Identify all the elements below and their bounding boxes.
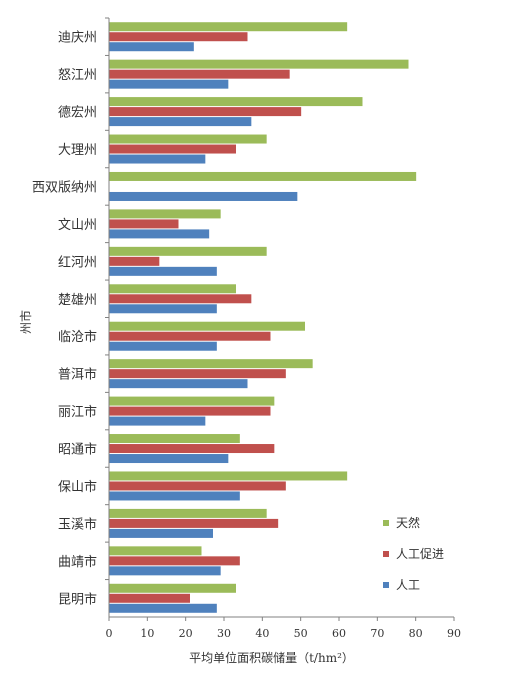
bar-natural bbox=[109, 508, 267, 518]
category-label: 西双版纳州 bbox=[32, 180, 97, 195]
x-tick-label: 40 bbox=[255, 627, 269, 640]
bar-assisted bbox=[109, 294, 252, 304]
bar-artificial bbox=[109, 117, 252, 127]
bar-artificial bbox=[109, 454, 229, 464]
bar-assisted bbox=[109, 107, 302, 117]
bar-assisted bbox=[109, 406, 271, 416]
x-tick-label: 90 bbox=[447, 627, 461, 640]
bar-natural bbox=[109, 171, 417, 181]
bar-natural bbox=[109, 396, 275, 406]
bar-artificial bbox=[109, 229, 210, 239]
category-label: 文山州 bbox=[58, 218, 97, 233]
bar-artificial bbox=[109, 566, 221, 576]
bar-natural bbox=[109, 134, 267, 144]
bar-artificial bbox=[109, 79, 229, 89]
bar-artificial bbox=[109, 603, 217, 613]
x-tick-label: 0 bbox=[106, 627, 113, 640]
bar-artificial bbox=[109, 528, 213, 538]
category-label: 德宏州 bbox=[58, 106, 97, 121]
bar-assisted bbox=[109, 444, 275, 454]
category-label: 丽江市 bbox=[58, 404, 97, 420]
category-label: 昭通市 bbox=[58, 442, 97, 458]
x-tick-label: 80 bbox=[409, 627, 423, 640]
legend-swatch bbox=[383, 520, 389, 526]
x-tick-label: 20 bbox=[179, 627, 193, 640]
bar-natural bbox=[109, 97, 363, 107]
bar-assisted bbox=[109, 144, 236, 154]
bar-assisted bbox=[109, 481, 286, 491]
category-label: 怒江州 bbox=[58, 68, 97, 83]
legend-swatch bbox=[383, 582, 389, 588]
bar-artificial bbox=[109, 304, 217, 314]
category-label: 楚雄州 bbox=[58, 293, 97, 308]
category-label: 曲靖市 bbox=[58, 554, 97, 570]
bar-assisted bbox=[109, 219, 179, 229]
bar-natural bbox=[109, 583, 236, 593]
bar-assisted bbox=[109, 256, 160, 266]
category-label: 玉溪市 bbox=[58, 516, 97, 532]
x-tick-label: 60 bbox=[332, 627, 346, 640]
legend-label: 人工 bbox=[396, 578, 420, 592]
x-axis-title: 平均单位面积碳储量（t/hm²） bbox=[189, 650, 354, 665]
category-label: 迪庆州 bbox=[58, 31, 97, 46]
legend-label: 人工促进 bbox=[396, 547, 444, 561]
bar-artificial bbox=[109, 491, 240, 501]
bars-layer bbox=[109, 22, 417, 613]
bar-artificial bbox=[109, 191, 298, 201]
legend-label: 天然 bbox=[396, 515, 420, 530]
bar-natural bbox=[109, 546, 202, 556]
x-tick-label: 50 bbox=[294, 627, 308, 640]
bar-assisted bbox=[109, 369, 286, 379]
y-axis-title: 州市 bbox=[18, 310, 33, 334]
category-labels: 迪庆州怒江州德宏州大理州西双版纳州文山州红河州楚雄州临沧市普洱市丽江市昭通市保山… bbox=[32, 17, 109, 607]
category-label: 临沧市 bbox=[58, 329, 97, 345]
bar-artificial bbox=[109, 42, 194, 52]
x-axis-ticks: 0 10 20 30 40 50 60 70 80 90 bbox=[106, 617, 461, 640]
bar-natural bbox=[109, 22, 348, 32]
x-tick-label: 30 bbox=[217, 627, 231, 640]
bar-assisted bbox=[109, 556, 240, 566]
bar-assisted bbox=[109, 518, 279, 528]
category-label: 保山市 bbox=[58, 479, 97, 495]
category-label: 昆明市 bbox=[58, 591, 97, 607]
bar-natural bbox=[109, 434, 240, 444]
bar-natural bbox=[109, 471, 348, 481]
bar-natural bbox=[109, 359, 313, 369]
legend-swatch bbox=[383, 551, 389, 557]
bar-artificial bbox=[109, 416, 206, 426]
bar-assisted bbox=[109, 593, 190, 603]
bar-natural bbox=[109, 246, 267, 256]
bar-artificial bbox=[109, 154, 206, 164]
bar-assisted bbox=[109, 32, 248, 42]
x-tick-label: 70 bbox=[370, 627, 384, 640]
category-label: 大理州 bbox=[58, 143, 97, 158]
bar-natural bbox=[109, 209, 221, 219]
bar-artificial bbox=[109, 266, 217, 276]
bar-natural bbox=[109, 284, 236, 294]
bar-artificial bbox=[109, 379, 248, 389]
bar-natural bbox=[109, 59, 409, 69]
bar-artificial bbox=[109, 341, 217, 351]
bar-assisted bbox=[109, 69, 290, 79]
bar-assisted bbox=[109, 331, 271, 341]
category-label: 普洱市 bbox=[58, 367, 97, 383]
bar-natural bbox=[109, 321, 305, 331]
x-tick-label: 10 bbox=[140, 627, 154, 640]
category-label: 红河州 bbox=[58, 254, 97, 270]
